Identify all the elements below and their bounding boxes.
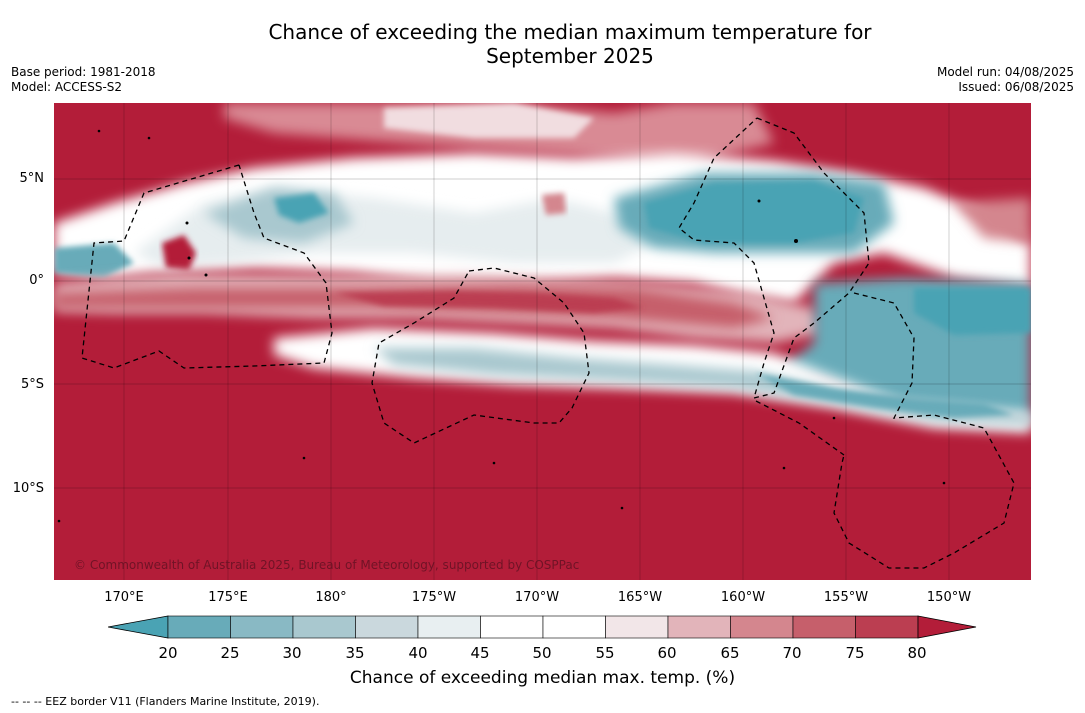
colorbar-segment [417,615,481,639]
eez-legend-note: -- -- -- EEZ border V11 (Flanders Marine… [11,695,320,708]
central-teal-core [644,181,864,243]
lat-label-10s: 10°S [12,481,44,496]
colorbar-segment [667,615,731,639]
map-canvas [54,103,1031,580]
lon-label-175e: 175°E [208,590,248,605]
lon-label-175w: 175°W [411,590,457,605]
eez-borders [81,117,1015,569]
east-teal-core [914,288,1031,335]
colorbar-tick: 80 [907,644,927,662]
copyright-notice: © Commonwealth of Australia 2025, Bureau… [74,558,580,572]
colorbar-segment [167,615,231,639]
colorbar-segment [230,615,294,639]
lat-label-5s: 5°S [20,377,44,392]
eez-border-south-east [833,292,1015,569]
colorbar-tick: 75 [845,644,865,662]
title-line-2: September 2025 [486,44,654,68]
meta-left: Base period: 1981-2018 Model: ACCESS-S2 [11,65,156,95]
issued-date: Issued: 06/08/2025 [958,80,1074,94]
colorbar-tick: 50 [532,644,552,662]
warm-spot-west [162,235,196,271]
meta-right: Model run: 04/08/2025 Issued: 06/08/2025 [937,65,1074,95]
colorbar-segments [108,615,977,639]
colorbar-tick: 30 [282,644,302,662]
eez-border-central [371,267,590,444]
eez-border-south-west [755,400,845,456]
lon-label-150w: 150°W [926,590,972,605]
eez-border-north-east [678,117,870,399]
colorbar-segment [855,615,919,639]
colorbar-segment [480,615,544,639]
colorbar-tick: 65 [720,644,740,662]
colorbar-segment [605,615,669,639]
east-pink-area [954,198,1031,243]
colorbar-segment [355,615,419,639]
colorbar-segment [542,615,606,639]
colorbar-tick: 35 [345,644,365,662]
colorbar-segment [730,615,794,639]
colorbar [108,615,977,639]
lon-label-170e: 170°E [104,590,144,605]
islands [57,129,946,523]
map-title: Chance of exceeding the median maximum t… [0,20,1085,68]
eez-border-west [81,164,333,369]
north-pale-band-2 [384,103,594,138]
map-area [54,103,1031,580]
teal-spot-north [274,193,329,223]
latitude-gridlines [54,178,1031,489]
lon-label-170w: 170°W [514,590,560,605]
colorbar-tick: 60 [657,644,677,662]
base-period: Base period: 1981-2018 [11,65,156,79]
colorbar-arrow-low [108,615,169,639]
longitude-gridlines [123,103,950,580]
model-run: Model run: 04/08/2025 [936,65,1074,79]
colorbar-tick: 20 [158,644,178,662]
colorbar-arrow-high [917,615,977,639]
colorbar-segment [792,615,856,639]
south-teal-band [754,373,1014,418]
colorbar-tick: 40 [408,644,428,662]
colorbar-tick: 25 [220,644,240,662]
lon-label-160w: 160°W [720,590,766,605]
lat-label-0: 0° [29,273,44,288]
lon-label-180: 180° [315,590,347,605]
west-teal-patch [54,243,134,278]
lon-label-165w: 165°W [617,590,663,605]
colorbar-tick: 70 [782,644,802,662]
lon-label-155w: 155°W [823,590,869,605]
colorbar-tick: 45 [470,644,490,662]
title-line-1: Chance of exceeding the median maximum t… [268,20,872,44]
colorbar-segment [292,615,356,639]
lat-label-5n: 5°N [19,171,45,186]
model-name: Model: ACCESS-S2 [11,80,123,94]
colorbar-tick: 55 [595,644,615,662]
colorbar-label: Chance of exceeding median max. temp. (%… [349,668,736,688]
pink-spot-north [542,193,566,215]
